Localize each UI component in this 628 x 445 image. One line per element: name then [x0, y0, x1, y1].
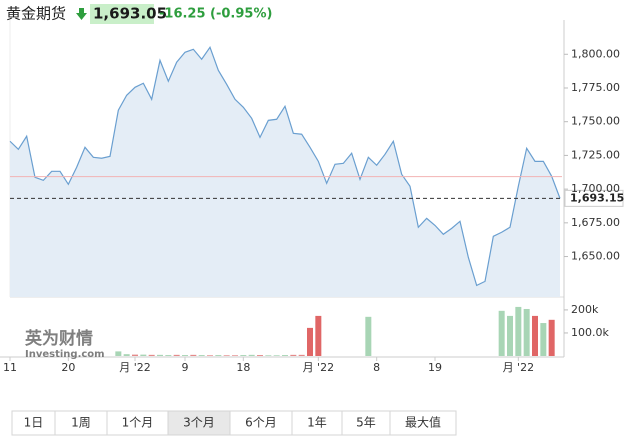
volume-bar	[273, 355, 280, 356]
volume-bar	[507, 315, 513, 356]
range-buttons: 1日 1周 1个月 3个月 6个月 1年 5年 最大值	[11, 410, 457, 436]
volume-bar	[198, 355, 205, 356]
volume-bar	[282, 355, 288, 356]
volume-bar	[315, 315, 322, 356]
volume-bar	[365, 316, 372, 356]
y-tick-label: 1,700.00	[571, 182, 620, 195]
x-tick-label: 月 '22	[119, 361, 151, 374]
x-tick-label: 20	[61, 361, 75, 374]
y-tick-label: 1,750.00	[571, 115, 620, 128]
range-button-label[interactable]: 6个月	[245, 416, 277, 430]
y2-tick-label: 200k	[571, 303, 599, 316]
volume-bar	[207, 355, 213, 356]
x-tick-label: 11	[3, 361, 17, 374]
volume-bar	[115, 351, 122, 356]
range-button-label[interactable]: 3个月	[183, 416, 215, 430]
range-button[interactable]	[229, 410, 293, 436]
volume-bar	[140, 354, 147, 356]
volume-bar	[132, 354, 138, 356]
volume-bar	[548, 319, 555, 356]
down-arrow	[76, 8, 87, 20]
volume-bar	[307, 327, 313, 356]
y-tick-label: 1,650.00	[571, 250, 620, 263]
volume-bar	[157, 354, 163, 356]
title: 黄金期货	[6, 5, 66, 23]
volume-bar	[498, 310, 505, 356]
watermark-brand: 英为财情	[25, 328, 93, 349]
price-highlight	[90, 4, 154, 24]
volume-bar	[232, 355, 238, 356]
volume-bar	[165, 355, 172, 356]
price-area	[10, 47, 560, 297]
x-tick-label: 18	[236, 361, 250, 374]
volume-bar	[532, 315, 538, 356]
x-tick-label: 月 '22	[303, 361, 335, 374]
y2-tick-label: 100.0k	[571, 326, 609, 339]
range-button-label[interactable]: 1年	[307, 416, 327, 430]
price-line	[9, 45, 561, 287]
y-tick-label: 1,675.00	[571, 216, 620, 229]
range-button[interactable]	[389, 410, 457, 436]
range-button[interactable]	[106, 410, 169, 436]
x-tick-label: 9	[182, 361, 189, 374]
range-button-label[interactable]: 最大值	[405, 415, 441, 430]
volume-bar	[215, 355, 222, 356]
volume-bar	[257, 355, 263, 356]
price: 1,693.05	[93, 5, 167, 23]
watermark-site: Investing.com	[25, 349, 105, 360]
volume-bar	[123, 354, 130, 356]
range-button[interactable]	[11, 410, 56, 436]
range-button-label[interactable]: 5年	[356, 416, 376, 430]
y-tick-label: 1,725.00	[571, 148, 620, 161]
volume-bar	[240, 355, 247, 356]
range-button-label[interactable]: 1周	[71, 416, 91, 430]
current-price-label: 1,693.15	[570, 191, 624, 204]
x-tick-label: 19	[428, 361, 442, 374]
plot: 1,693.15 1,650.00 1,675.00 1,700.00 1,725.00…	[0, 20, 624, 374]
change: -16.25 (-0.95%)	[159, 7, 272, 22]
volume-bar	[223, 355, 230, 356]
volume-bar	[298, 354, 305, 356]
volume-bar	[523, 308, 530, 356]
current-price-box	[564, 189, 624, 207]
y-tick-label: 1,775.00	[571, 81, 620, 94]
range-button[interactable]	[341, 410, 391, 436]
range-button-label[interactable]: 1个月	[122, 416, 154, 430]
x-tick-label: 8	[373, 361, 380, 374]
volume-bar	[540, 323, 547, 356]
volume-bar	[173, 354, 180, 356]
volume-bar	[190, 354, 197, 356]
x-tick-label: 月 '22	[503, 361, 535, 374]
volume-bar	[148, 354, 155, 356]
volume-bar	[182, 355, 188, 356]
volume-bar	[265, 355, 272, 356]
volume-bar	[515, 306, 522, 356]
y-tick-label: 1,800.00	[571, 47, 620, 60]
range-button-label[interactable]: 1日	[24, 416, 44, 430]
volume-bar	[290, 354, 297, 356]
volume-bar	[248, 354, 255, 356]
